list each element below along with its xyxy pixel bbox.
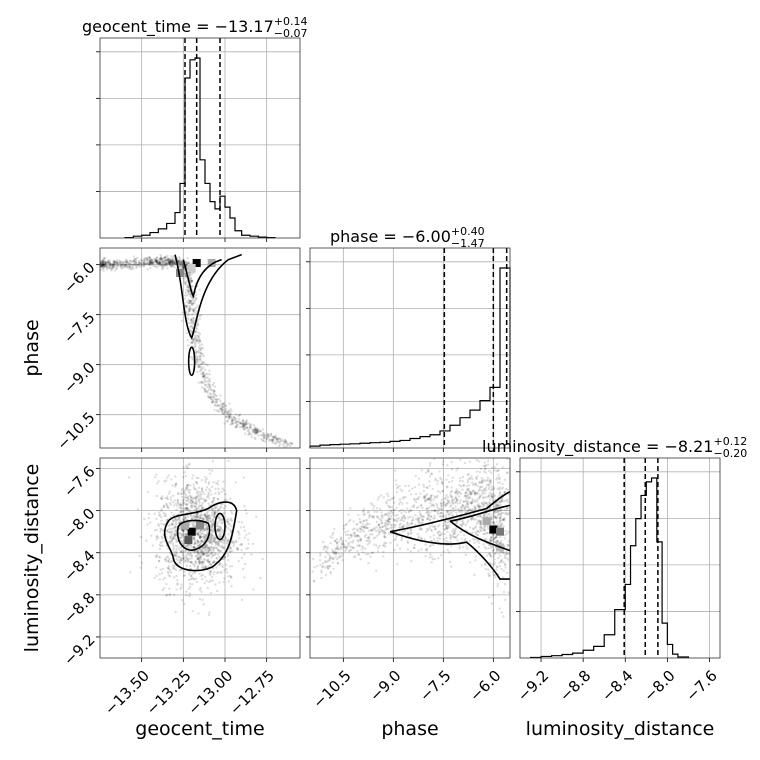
- x-tick-label-phase: −6.0: [466, 667, 504, 705]
- y-tick-label-phase: −10.5: [53, 408, 98, 453]
- y-axis-label-phase: phase: [21, 319, 43, 376]
- x-tick-label-luminosity_distance: −9.2: [514, 667, 552, 705]
- density-cell-ldp-0: [489, 525, 498, 534]
- contour-phase-vs-geocent-island: [187, 346, 196, 377]
- x-tick-label-geocent_time: −13.00: [184, 667, 236, 719]
- contour-phase-vs-geocent-inner: [182, 258, 222, 298]
- histogram-luminosity_distance: [529, 477, 690, 659]
- y-tick-label-luminosity_distance: −8.8: [60, 589, 98, 627]
- contour-ld-vs-phase-inner: [449, 504, 510, 552]
- x-tick-label-luminosity_distance: −8.4: [598, 667, 636, 705]
- x-tick-label-geocent_time: −13.25: [143, 667, 195, 719]
- density-cell-ldp-1: [496, 527, 504, 536]
- density-cell-ld-0: [187, 527, 196, 536]
- histogram-phase: [309, 267, 511, 448]
- density-cell-ld-2: [196, 521, 204, 530]
- x-tick-label-luminosity_distance: −7.6: [682, 667, 720, 705]
- panel-frame-2-2: [519, 457, 721, 659]
- title-minus-luminosity_distance: −0.20: [713, 447, 747, 460]
- grid-2-2: [520, 458, 720, 658]
- contour-phase-vs-geocent-outer: [174, 253, 242, 340]
- scatter-ld-vs-geocent: [127, 459, 264, 617]
- density-cell-1: [176, 269, 184, 277]
- title-geocent_time: geocent_time = −13.17+0.14: [82, 15, 308, 37]
- x-tick-label-luminosity_distance: −8.8: [556, 667, 594, 705]
- density-cell-3: [187, 264, 196, 272]
- title-phase: phase = −6.00+0.40: [330, 225, 485, 246]
- scatter-ld-vs-phase: [311, 458, 510, 618]
- y-tick-label-phase: −6.0: [60, 258, 98, 296]
- title-minus-phase: −1.47: [451, 237, 485, 250]
- x-tick-label-luminosity_distance: −8.0: [640, 667, 678, 705]
- x-tick-label-geocent_time: −12.75: [226, 667, 278, 719]
- title-luminosity_distance: luminosity_distance = −8.21+0.12: [482, 435, 747, 457]
- panel-frame-2-0: [99, 457, 301, 659]
- y-tick-label-luminosity_distance: −9.2: [60, 631, 98, 669]
- density-cell-ld-1: [184, 536, 193, 545]
- y-axis-label-luminosity_distance: luminosity_distance: [21, 464, 43, 653]
- y-tick-label-luminosity_distance: −8.4: [60, 547, 98, 585]
- x-tick-label-phase: −7.5: [416, 667, 454, 705]
- contour-ld-vs-geocent-inner: [176, 519, 211, 551]
- x-tick-label-phase: −10.5: [309, 667, 354, 712]
- x-axis-label-luminosity_distance: luminosity_distance: [526, 718, 715, 740]
- x-axis-label-phase: phase: [381, 718, 438, 740]
- panel-frame-1-0: [99, 247, 301, 449]
- density-cell-ldp-2: [482, 517, 491, 526]
- y-tick-label-luminosity_distance: −7.6: [60, 462, 98, 500]
- grid-1-1: [310, 248, 510, 448]
- histogram-geocent_time: [124, 57, 276, 239]
- y-tick-label-phase: −9.0: [60, 358, 98, 396]
- scatter-phase-vs-geocent: [100, 253, 297, 448]
- grid-2-0: [100, 458, 300, 658]
- panel-frame-2-1: [309, 457, 511, 659]
- grid-1-0: [100, 248, 300, 448]
- x-axis-label-geocent_time: geocent_time: [135, 718, 264, 740]
- frames-layer: [96, 37, 721, 662]
- text-layer: −13.50−13.25−13.00−12.75 −10.5 −9.0 −7.5 −6.…: [21, 15, 747, 740]
- density-layer: [100, 253, 510, 618]
- marks-layer: [124, 38, 690, 659]
- grid-layer: [100, 38, 720, 658]
- contour-ld-vs-geocent-island: [214, 512, 226, 541]
- y-tick-label-luminosity_distance: −8.0: [60, 504, 98, 542]
- panel-frame-0-0: [99, 37, 301, 239]
- contour-ld-vs-phase-outer: [389, 490, 510, 580]
- density-cell-2: [207, 259, 216, 267]
- density-cell-0: [192, 259, 201, 267]
- density-cell-ld-4: [181, 521, 189, 530]
- panel-frame-1-1: [309, 247, 511, 449]
- title-minus-geocent_time: −0.07: [274, 27, 308, 40]
- x-tick-label-phase: −9.0: [366, 667, 404, 705]
- contour-ld-vs-geocent-outer: [163, 501, 238, 572]
- x-tick-label-geocent_time: −13.50: [101, 667, 153, 719]
- y-tick-label-phase: −7.5: [60, 308, 98, 346]
